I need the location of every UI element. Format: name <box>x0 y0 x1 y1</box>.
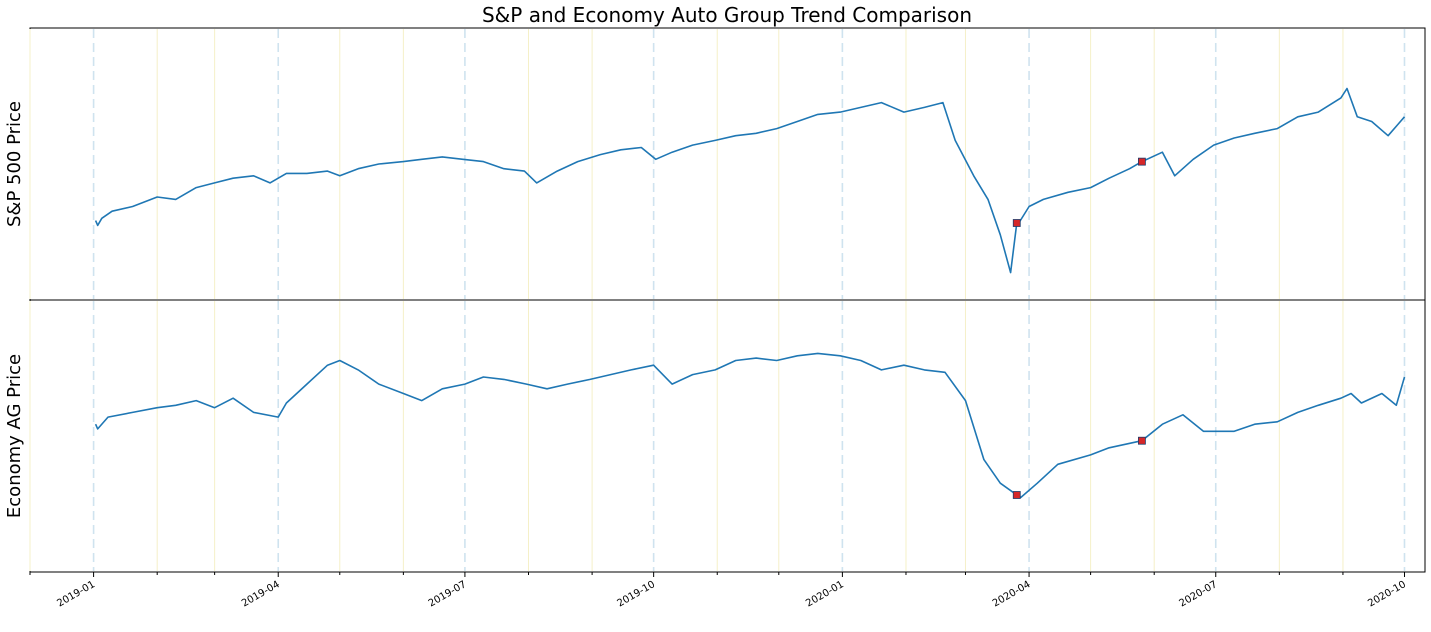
highlight-markers <box>1012 157 1146 499</box>
sp500-price-line <box>94 87 1406 274</box>
marker-point-p1-0 <box>1012 491 1021 499</box>
bottom-panel-ylabel: Economy AG Price <box>4 354 25 518</box>
x-tick-label-2020-07: 2020-07 <box>1178 579 1220 609</box>
x-tick-label-2019-10: 2019-10 <box>615 579 657 609</box>
x-tick-label-2019-01: 2019-01 <box>55 579 97 609</box>
x-tick-label-2020-04: 2020-04 <box>991 579 1033 609</box>
marker-point-p1-1 <box>1137 436 1146 445</box>
marker-point-p0-1 <box>1137 157 1146 166</box>
top-panel-ylabel: S&P 500 Price <box>4 101 25 227</box>
chart-title: S&P and Economy Auto Group Trend Compari… <box>482 3 972 27</box>
marker-point-p0-0 <box>1012 219 1021 227</box>
x-tick-label-2020-10: 2020-10 <box>1366 579 1408 609</box>
top-panel-frame <box>29 27 1426 301</box>
economy-ag-price-line <box>94 352 1406 499</box>
bottom-panel-frame <box>29 299 1426 573</box>
x-tick-label-2019-04: 2019-04 <box>240 579 282 609</box>
series-lines <box>94 87 1406 499</box>
x-axis: 2019-01 2019-04 2019-07 2019-10 2020-01 2020-… <box>29 572 1408 609</box>
x-tick-label-2020-01: 2020-01 <box>804 579 846 609</box>
gridlines <box>29 29 1406 571</box>
x-tick-label-2019-07: 2019-07 <box>427 579 469 609</box>
